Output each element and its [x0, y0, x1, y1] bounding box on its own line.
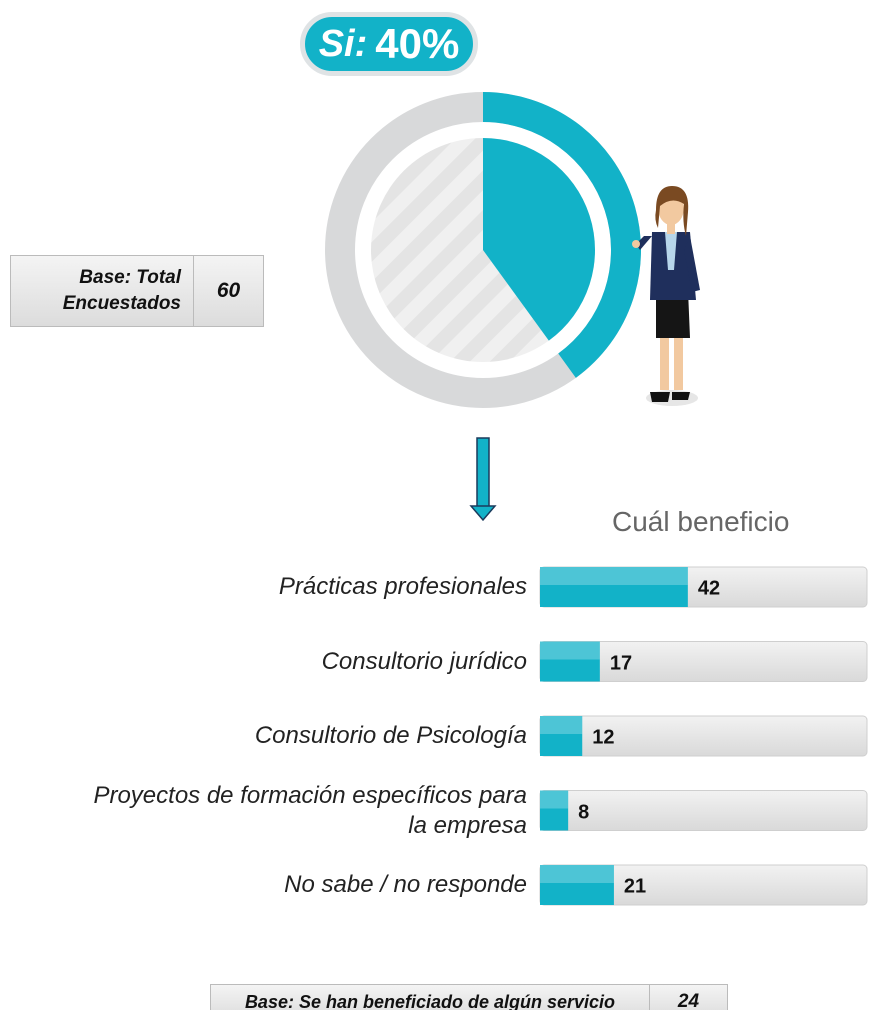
- bar: [540, 790, 569, 831]
- base-value: 60: [216, 279, 241, 302]
- category-label: Consultorio jurídico: [321, 647, 527, 675]
- bar-track: [539, 715, 868, 757]
- category-label: Proyectos de formación específicos para …: [93, 781, 527, 839]
- badge: Si: 40%: [300, 12, 478, 76]
- bar-marks: [539, 566, 868, 906]
- value-label: 21: [623, 875, 647, 898]
- pie-slice: [483, 138, 596, 341]
- bar-highlight: [540, 865, 614, 883]
- bar-title: Cuál beneficio: [612, 506, 790, 537]
- bar-highlight: [540, 790, 569, 809]
- bar-highlight: [540, 716, 583, 734]
- category-label: No sabe / no responde: [284, 871, 527, 898]
- category-label: Prácticas profesionales: [278, 573, 527, 600]
- bar: [540, 641, 600, 682]
- category-label: Consultorio de Psicología: [254, 722, 527, 749]
- bar-highlight: [540, 567, 688, 585]
- value-label: 8: [578, 801, 590, 823]
- base-box: Base: Se han beneficiado de algún servic…: [210, 984, 728, 1010]
- value-label: 12: [592, 726, 615, 749]
- badge-category: Si:: [318, 22, 368, 65]
- woman-figure: [632, 186, 700, 406]
- base-label: Base: Total Encuestados: [11, 256, 194, 326]
- badge-value: 40%: [375, 20, 460, 67]
- down-arrow: [469, 437, 497, 522]
- value-label: 42: [697, 577, 721, 600]
- ring-arc: [482, 92, 641, 378]
- bar: [540, 865, 614, 905]
- base-value: 24: [677, 991, 700, 1010]
- base-label: Base: Se han beneficiado de algún servic…: [211, 985, 650, 1010]
- base-box: Base: Total Encuestados 60: [10, 255, 264, 327]
- bar: [540, 567, 688, 607]
- value-label: 17: [609, 652, 633, 674]
- bar: [540, 716, 583, 756]
- bar-highlight: [540, 641, 600, 660]
- donut-marks: [482, 92, 641, 378]
